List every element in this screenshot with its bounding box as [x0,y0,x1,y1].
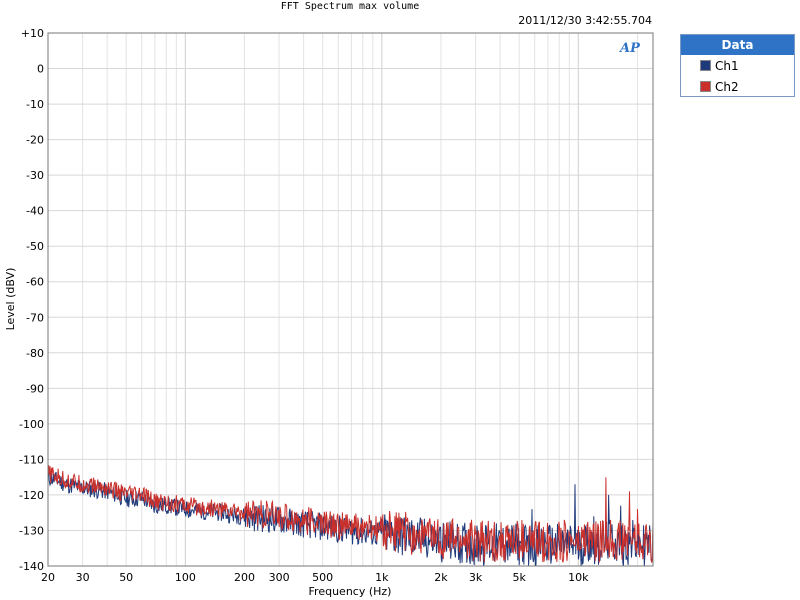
y-tick-label: -20 [26,134,44,147]
y-tick-label: -50 [26,240,44,253]
y-tick-label: +10 [21,27,44,40]
legend: Data Ch1 Ch2 [680,34,795,97]
x-tick-label: 2k [434,571,448,584]
y-axis-label: Level (dBV) [4,268,17,331]
grid [47,32,653,567]
x-tick-label: 100 [175,571,196,584]
y-tick-label: -90 [26,382,44,395]
y-tick-label: -110 [19,453,44,466]
ap-logo-icon: AP [620,41,640,56]
legend-item-ch1[interactable]: Ch1 [681,55,794,76]
y-tick-label: -140 [19,560,44,573]
y-tick-label: 0 [37,63,44,76]
x-tick-label: 20 [41,571,55,584]
ch2-swatch-icon [700,81,711,92]
x-tick-label: 5k [512,571,526,584]
y-tick-label: -80 [26,347,44,360]
y-tick-label: -100 [19,418,44,431]
series-line-ch2 [47,465,654,564]
legend-label: Ch2 [715,79,739,94]
y-tick-label: -120 [19,489,44,502]
timestamp: 2011/12/30 3:42:55.704 [518,14,652,27]
y-tick-label: -30 [26,169,44,182]
x-tick-label: 50 [119,571,133,584]
x-tick-label: 200 [234,571,255,584]
legend-label: Ch1 [715,58,739,73]
x-tick-label: 1k [375,571,389,584]
x-tick-label: 30 [76,571,90,584]
y-tick-label: -40 [26,205,44,218]
x-tick-label: 3k [469,571,483,584]
chart-title: FFT Spectrum max volume [280,1,420,12]
plot-frame [47,32,654,567]
ch1-swatch-icon [700,60,711,71]
legend-item-ch2[interactable]: Ch2 [681,76,794,97]
x-tick-label: 500 [312,571,333,584]
y-tick-label: -70 [26,311,44,324]
y-tick-label: -130 [19,524,44,537]
x-tick-label: 300 [269,571,290,584]
y-tick-label: -10 [26,98,44,111]
x-axis-label: Frequency (Hz) [309,585,392,598]
y-tick-label: -60 [26,276,44,289]
tick-labels: +10 0 -10 -20 -30 -40 -50 -60 -70 -80 -90 -100 -110 -… [19,27,589,584]
legend-header: Data [681,35,794,55]
x-tick-label: 10k [568,571,589,584]
series-lines [47,465,654,567]
